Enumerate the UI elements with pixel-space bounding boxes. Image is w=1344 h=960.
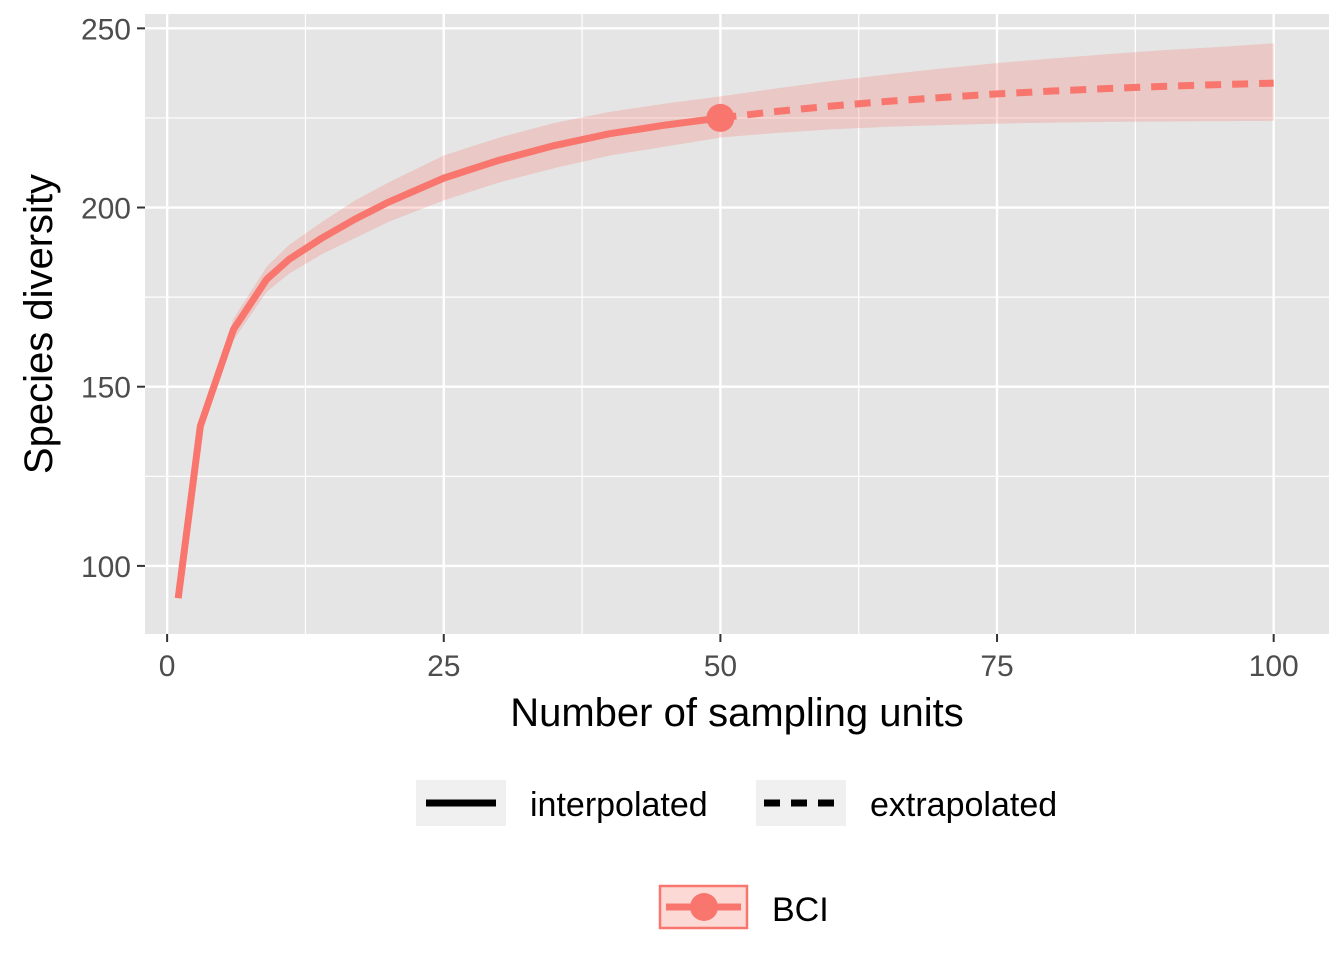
legend-label-extrapolated: extrapolated bbox=[870, 786, 1057, 824]
minor-gridlines bbox=[145, 14, 1329, 634]
x-tick-label: 0 bbox=[159, 650, 176, 683]
series-lines bbox=[174, 79, 1274, 599]
line-extrapolated bbox=[719, 79, 1274, 122]
legend-label-bci: BCI bbox=[772, 891, 829, 929]
y-tick-label: 150 bbox=[81, 372, 131, 405]
line-interpolated bbox=[174, 114, 721, 599]
y-tick-label: 100 bbox=[81, 551, 131, 584]
x-tick-label: 75 bbox=[980, 650, 1013, 683]
x-axis-title: Number of sampling units bbox=[510, 691, 964, 735]
legend-label-interpolated: interpolated bbox=[530, 786, 708, 824]
legend-point-bci bbox=[690, 893, 718, 921]
y-tick-label: 250 bbox=[81, 13, 131, 46]
x-tick-label: 50 bbox=[704, 650, 737, 683]
x-tick-label: 100 bbox=[1249, 650, 1299, 683]
y-tick-label: 200 bbox=[81, 193, 131, 226]
ribbon-interpolated bbox=[178, 96, 721, 599]
y-axis-title: Species diversity bbox=[17, 174, 61, 474]
legend-linetype: interpolated extrapolated bbox=[416, 780, 1057, 826]
tick-labels: 0 25 50 75 100 100 150 200 250 bbox=[81, 13, 1299, 683]
x-tick-label: 25 bbox=[427, 650, 460, 683]
observed-points bbox=[706, 103, 735, 132]
legend-group: BCI bbox=[658, 884, 829, 930]
axis-ticks bbox=[137, 27, 1275, 642]
observed-point bbox=[706, 103, 735, 132]
major-gridlines bbox=[145, 14, 1329, 634]
